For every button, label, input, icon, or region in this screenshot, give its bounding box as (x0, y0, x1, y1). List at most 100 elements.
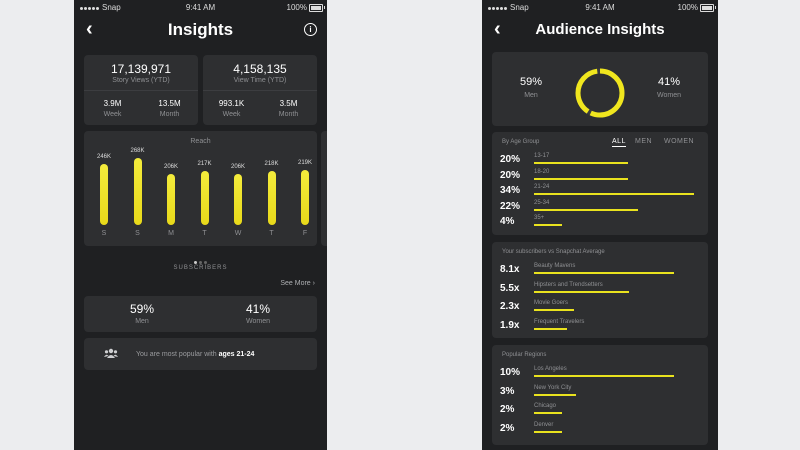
time-week-value: 993.1K (218, 99, 245, 108)
women-percent: 41% (657, 76, 681, 88)
row-bar (534, 327, 567, 330)
status-bar: Snap 9:41 AM 100% (74, 0, 327, 14)
row-bar (534, 162, 629, 164)
row-label[interactable]: Los Angeles (534, 366, 567, 372)
row-label[interactable]: Beauty Mavens (534, 263, 576, 269)
row-bar (534, 375, 674, 377)
row-label[interactable]: New York City (534, 384, 572, 391)
row-value: 10% (500, 367, 521, 378)
status-time: 9:41 AM (185, 3, 216, 12)
gender-split-card: 59% Men 41% Women (84, 296, 317, 332)
nav-bar: ‹ Audience Insights (482, 16, 718, 44)
see-more-label: See More (280, 280, 311, 287)
chevron-right-icon: › (312, 280, 315, 287)
row-label[interactable]: Movie Goers (534, 300, 569, 306)
women-percent: 41% (245, 302, 271, 316)
ring-women-segment (575, 68, 625, 118)
reach-bar (100, 163, 108, 225)
men-label: Men (135, 318, 149, 325)
row-label[interactable]: 21-24 (534, 184, 550, 190)
row-label[interactable]: Chicago (534, 403, 557, 409)
popular-age-text: You are most popular with ages 21-24 (136, 351, 254, 358)
reach-bar (234, 173, 242, 225)
row-bar (534, 309, 574, 311)
row-value: 20% (500, 169, 521, 181)
carrier-indicator: Snap (80, 3, 121, 12)
time-month-value: 3.5M (279, 99, 298, 108)
battery-icon (700, 4, 716, 12)
men-percent: 59% (519, 76, 543, 88)
reach-bar (167, 173, 175, 225)
subscribers-heading: SUBSCRIBERS (173, 265, 228, 271)
row-value: 20% (500, 154, 521, 165)
reach-bar (200, 170, 209, 225)
battery-percent: 100% (286, 3, 307, 12)
story-views-label: Story Views (YTD) (112, 77, 170, 84)
carrier-name: Snap (102, 3, 121, 12)
tab-women[interactable]: WOMEN (664, 138, 695, 145)
reach-day-label: T (269, 230, 274, 237)
row-value: 2% (500, 404, 515, 415)
women-label: Women (246, 318, 270, 325)
back-chevron-icon[interactable]: ‹ (86, 18, 93, 40)
row-value: 2.3x (500, 301, 520, 312)
status-time: 9:41 AM (585, 3, 615, 12)
see-more-link[interactable]: See More › (280, 280, 315, 287)
popular-highlight: ages 21-24 (218, 351, 255, 358)
reach-day-label: T (202, 230, 207, 237)
story-week-value: 3.9M (103, 99, 122, 108)
reach-bar-label: 219K (297, 160, 312, 167)
row-value: 8.1x (500, 264, 520, 275)
reach-title: Reach (190, 138, 211, 145)
reach-bar (133, 158, 142, 225)
insights-screen: Snap 9:41 AM 100% ‹ Insights i 17,139,97… (74, 0, 327, 450)
story-month-value: 13.5M (158, 99, 181, 108)
reach-bar-label: 206K (163, 163, 178, 170)
time-month-label: Month (278, 111, 299, 118)
reach-bar-label: 206K (230, 163, 245, 170)
view-time-value: 4,158,135 (233, 62, 287, 76)
page-title: Insights (167, 20, 234, 39)
reach-bar-label: 218K (264, 160, 279, 167)
gender-ring-chart (575, 68, 625, 118)
carrier-indicator: Snap (488, 3, 529, 12)
row-label[interactable]: 35+ (534, 215, 545, 221)
info-icon[interactable]: i (304, 23, 317, 36)
story-week-label: Week (103, 111, 122, 118)
story-month-label: Month (159, 111, 180, 118)
time-week-label: Week (222, 111, 241, 118)
ring-men-segment (575, 68, 625, 118)
next-card-peek[interactable] (321, 131, 327, 246)
page-indicator[interactable] (74, 251, 327, 269)
reach-bar-label: 246K (96, 153, 111, 160)
row-label[interactable]: Frequent Travelers (534, 318, 585, 325)
subscribers-vs-average-card: Your subscribers vs Snapchat Average 8.1… (492, 242, 708, 338)
row-bar (534, 290, 630, 293)
row-label[interactable]: Hipsters and Trendsetters (534, 281, 603, 288)
back-chevron-icon[interactable]: ‹ (494, 18, 501, 40)
tab-all[interactable]: ALL (612, 138, 626, 147)
age-group-card: By Age Group ALL MEN WOMEN 20% 13-17 20% 18… (492, 132, 708, 235)
nav-bar: ‹ Insights i (74, 16, 327, 44)
row-value: 2% (500, 422, 515, 434)
reach-bar-label: 268K (130, 148, 145, 154)
tab-men[interactable]: MEN (635, 138, 653, 145)
page-title: Audience Insights (535, 21, 665, 38)
row-bar (534, 430, 562, 433)
row-value: 4% (500, 216, 515, 227)
row-label[interactable]: Denver (534, 421, 554, 428)
view-time-label: View Time (YTD) (233, 77, 287, 84)
reach-bar-label: 217K (197, 160, 212, 167)
story-views-value: 17,139,971 (110, 62, 172, 76)
popular-regions-title: Popular Regions (502, 352, 547, 358)
men-label: Men (524, 92, 538, 99)
row-bar (534, 412, 562, 414)
row-label[interactable]: 18-20 (534, 168, 550, 175)
reach-chart-card[interactable]: Reach 246K S 268K S 206K M 217K T 206K W 218K T 219K… (84, 131, 317, 246)
row-label[interactable]: 13-17 (534, 153, 550, 159)
reach-day-label: S (101, 230, 107, 237)
row-bar (534, 177, 629, 180)
row-value: 22% (500, 200, 521, 212)
status-bar: Snap 9:41 AM 100% (482, 0, 718, 14)
row-label[interactable]: 25-34 (534, 199, 550, 206)
